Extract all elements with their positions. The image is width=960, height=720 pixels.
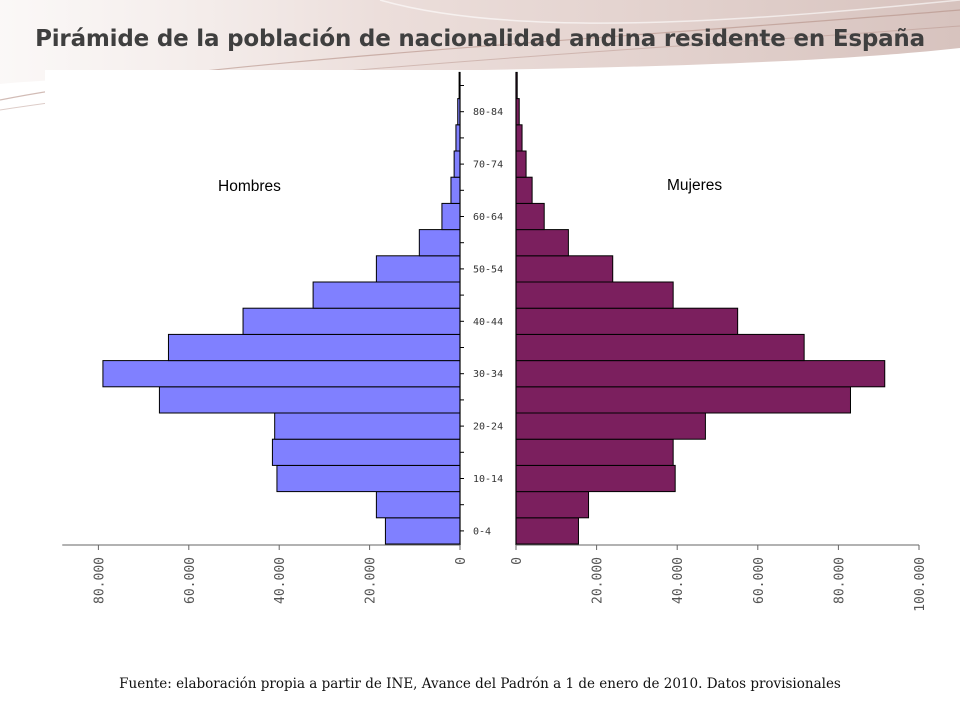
age-group-label: 60-64	[473, 212, 503, 223]
men-bar-60-64	[441, 202, 461, 231]
men-bar-0-4	[384, 517, 461, 545]
men-axis-tick-label: 0	[454, 557, 469, 565]
women-axis-tick-label: 100.000	[913, 557, 928, 612]
men-bar-5-9	[375, 491, 461, 519]
men-bar-25-29	[158, 386, 461, 414]
men-bar-15-19	[271, 438, 461, 466]
women-bar-35-39	[515, 333, 805, 362]
men-bar-40-44	[242, 307, 461, 335]
men-bar-50-54	[375, 255, 461, 283]
women-axis-tick-label: 60.000	[752, 557, 767, 604]
age-group-label: 10-14	[473, 474, 503, 485]
women-bar-45-49	[515, 281, 674, 309]
women-axis-tick-label: 80.000	[832, 557, 847, 604]
age-group-label: 70-74	[473, 160, 503, 171]
age-group-label: 50-54	[473, 264, 503, 275]
women-bar-60-64	[515, 202, 545, 231]
women-bar-70-74	[515, 150, 527, 178]
men-bar-30-34	[102, 360, 461, 388]
men-axis-tick-label: 60.000	[183, 557, 198, 604]
women-panel-label: Mujeres	[667, 177, 722, 194]
men-bar-35-39	[167, 333, 461, 362]
men-bar-65-69	[450, 176, 461, 204]
men-panel-label: Hombres	[218, 178, 281, 195]
women-bar-5-9	[515, 491, 590, 519]
men-axis-tick-label: 20.000	[364, 557, 379, 604]
age-group-label: 30-34	[473, 369, 503, 380]
women-bar-30-34	[515, 360, 886, 388]
women-bar-75-79	[515, 124, 523, 152]
source-note: Fuente: elaboración propia a partir de I…	[119, 676, 841, 692]
men-bars	[102, 71, 461, 545]
population-pyramid-chart: 0 20.000 40.000 60.000 80.000 0 20.000 40.000 60…	[62, 71, 928, 612]
women-bar-25-29	[515, 386, 851, 414]
header-swoosh	[0, 0, 960, 84]
women-bar-20-24	[515, 412, 706, 440]
men-bar-20-24	[274, 412, 461, 440]
women-bar-65-69	[515, 176, 533, 204]
women-axis-tick-label: 20.000	[591, 557, 606, 604]
age-group-label: 40-44	[473, 317, 503, 328]
women-axis-tick-label: 0	[510, 557, 525, 565]
men-bar-55-59	[418, 229, 461, 257]
women-bars	[515, 71, 886, 545]
men-bar-45-49	[312, 281, 461, 309]
age-group-label: 80-84	[473, 107, 503, 118]
men-axis-tick-label: 40.000	[273, 557, 288, 604]
women-bar-40-44	[515, 307, 739, 335]
women-bar-10-14	[515, 464, 676, 493]
header-swoosh-line	[379, 0, 960, 24]
women-bar-0-4	[515, 517, 579, 545]
women-bar-50-54	[515, 255, 614, 283]
age-group-labels: 0-4 10-14 20-24 30-34 40-44 50-54 60-64 70-74 80…	[460, 85, 503, 537]
age-group-label: 20-24	[473, 422, 503, 433]
men-axis-tick-label: 80.000	[92, 557, 107, 604]
women-bar-15-19	[515, 438, 674, 466]
women-axis-tick-label: 40.000	[671, 557, 686, 604]
men-bar-70-74	[453, 150, 461, 178]
men-bar-75-79	[455, 124, 461, 152]
chart-axes: 0 20.000 40.000 60.000 80.000 0 20.000 40.000 60…	[62, 72, 928, 612]
slide-title: Pirámide de la población de nacionalidad…	[35, 26, 925, 52]
chart-panel: 0 20.000 40.000 60.000 80.000 0 20.000 40.000 60…	[45, 70, 930, 650]
age-group-label: 0-4	[473, 526, 491, 537]
men-bar-10-14	[276, 464, 461, 493]
women-bar-55-59	[515, 229, 569, 257]
